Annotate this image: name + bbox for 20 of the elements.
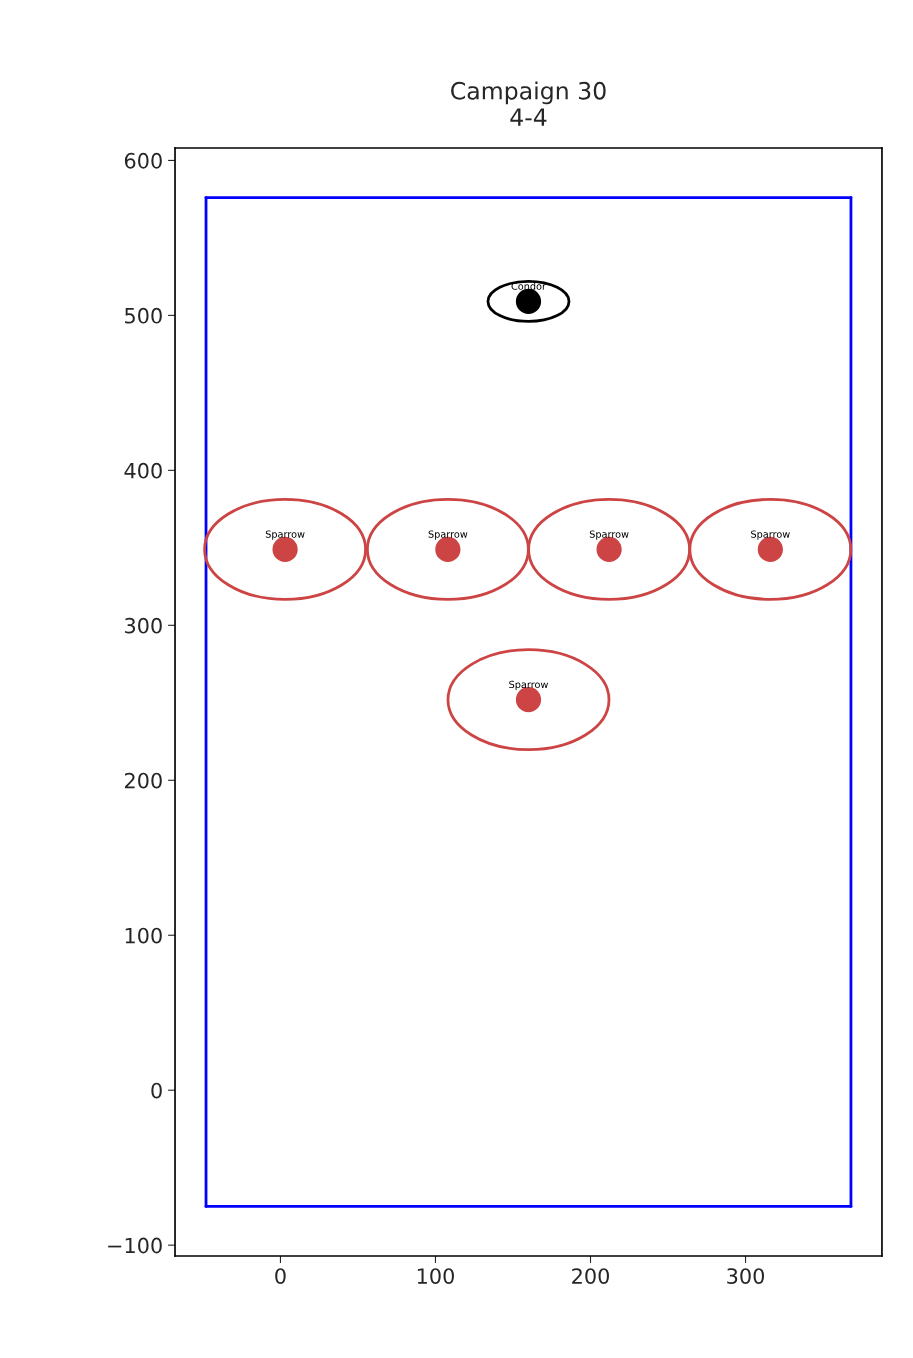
text: Sparrow: [589, 530, 629, 540]
y-tick-label: 200: [124, 772, 162, 789]
x-tick-label: 200: [572, 1268, 609, 1284]
y-tick-label: 0: [151, 1082, 162, 1099]
x-tick-label: 100: [417, 1268, 454, 1284]
y-tick-label: 300: [125, 617, 162, 634]
y-tick-label: 500: [125, 307, 162, 324]
y-tick-label: −100: [108, 1237, 162, 1254]
y-tick-label: 600: [124, 152, 162, 169]
series-label: Sparrow: [428, 530, 468, 540]
x-tick-label: 0: [275, 1268, 286, 1284]
text: Sparrow: [265, 530, 305, 540]
text: Sparrow: [751, 530, 790, 540]
y-tick-label: 100: [125, 927, 162, 944]
chart-subtitle: 4-4: [510, 108, 547, 126]
series-label: Condor: [511, 282, 546, 290]
chart-title: Campaign 30: [451, 81, 606, 105]
text: Sparrow: [509, 680, 548, 690]
x-tick-label: 300: [727, 1268, 765, 1284]
y-tick-label: 400: [124, 462, 162, 479]
